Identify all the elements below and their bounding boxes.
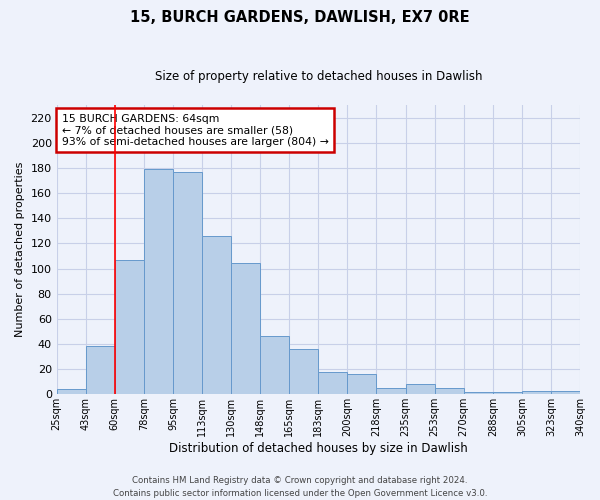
Text: 15, BURCH GARDENS, DAWLISH, EX7 0RE: 15, BURCH GARDENS, DAWLISH, EX7 0RE bbox=[130, 10, 470, 25]
Bar bbox=[231, 264, 260, 394]
Bar bbox=[144, 169, 173, 394]
Y-axis label: Number of detached properties: Number of detached properties bbox=[15, 162, 25, 338]
Title: Size of property relative to detached houses in Dawlish: Size of property relative to detached ho… bbox=[155, 70, 482, 83]
Bar bbox=[289, 349, 319, 395]
Bar bbox=[347, 374, 376, 394]
Bar bbox=[464, 392, 493, 394]
Bar bbox=[434, 388, 464, 394]
Bar bbox=[551, 390, 580, 394]
Bar bbox=[56, 390, 86, 394]
Bar bbox=[202, 236, 231, 394]
Bar bbox=[522, 390, 551, 394]
Text: 15 BURCH GARDENS: 64sqm
← 7% of detached houses are smaller (58)
93% of semi-det: 15 BURCH GARDENS: 64sqm ← 7% of detached… bbox=[62, 114, 329, 147]
Bar bbox=[493, 392, 522, 394]
Bar bbox=[406, 384, 434, 394]
X-axis label: Distribution of detached houses by size in Dawlish: Distribution of detached houses by size … bbox=[169, 442, 468, 455]
Bar bbox=[86, 346, 115, 395]
Bar bbox=[319, 372, 347, 394]
Bar bbox=[115, 260, 144, 394]
Bar bbox=[173, 172, 202, 394]
Text: Contains HM Land Registry data © Crown copyright and database right 2024.
Contai: Contains HM Land Registry data © Crown c… bbox=[113, 476, 487, 498]
Bar bbox=[376, 388, 406, 394]
Bar bbox=[260, 336, 289, 394]
